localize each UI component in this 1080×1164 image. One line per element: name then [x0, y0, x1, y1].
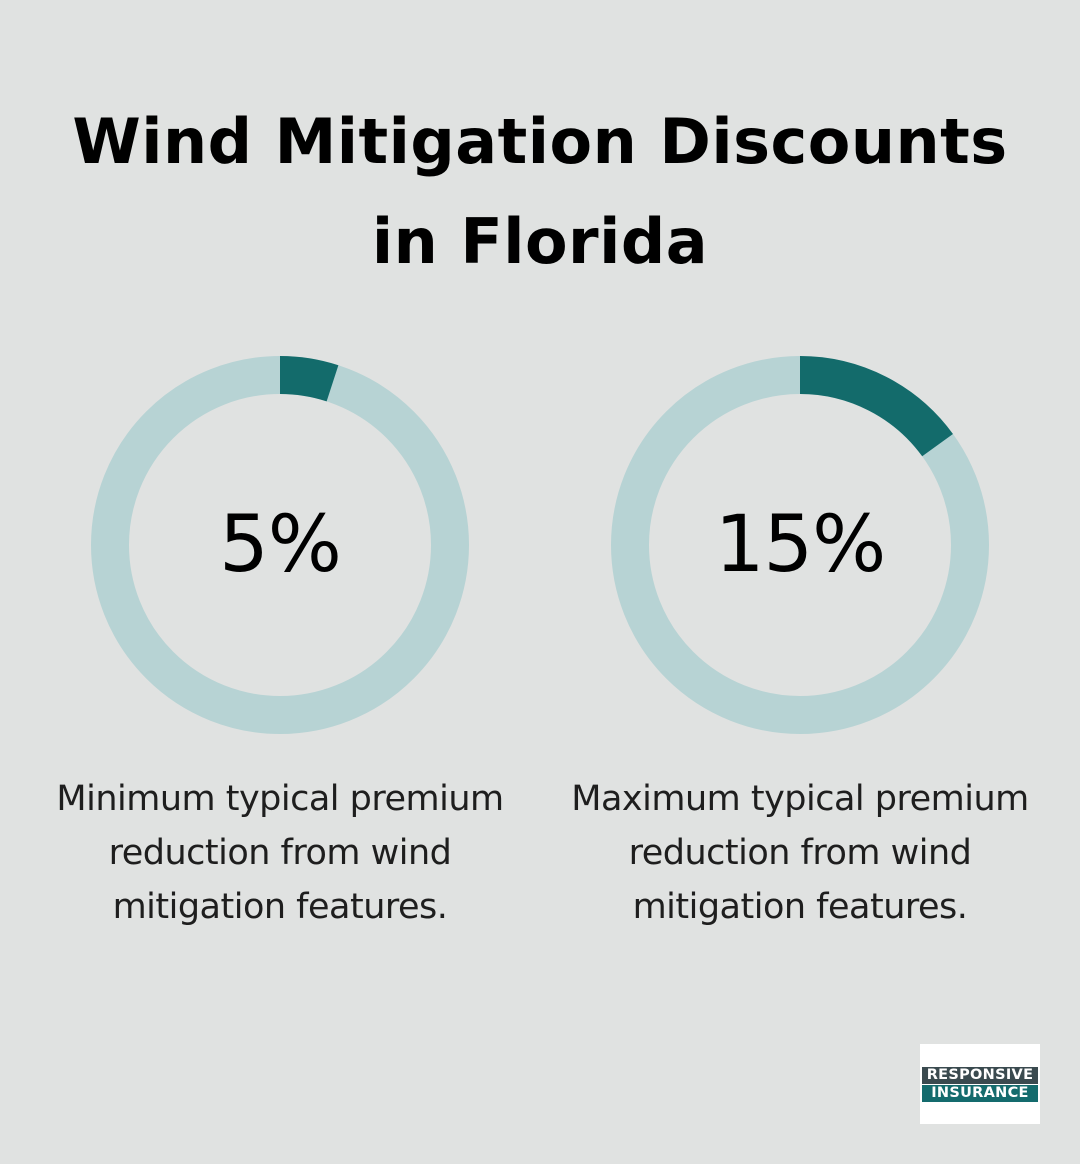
ring-progress: [91, 356, 469, 734]
title-line-1: Wind Mitigation Discounts: [72, 105, 1008, 178]
stat-value: 5%: [219, 500, 342, 590]
responsive-insurance-logo: RESPONSIVE INSURANCE: [920, 1044, 1040, 1124]
page-title: Wind Mitigation Discounts in Florida: [0, 92, 1080, 292]
title-line-2: in Florida: [371, 205, 709, 278]
logo-text-line-1: RESPONSIVE: [922, 1067, 1038, 1084]
donut-ring-maximum: [611, 356, 989, 734]
ring-progress: [611, 356, 989, 734]
stat-maximum: 15%: [610, 355, 990, 735]
stat-minimum: 5%: [90, 355, 470, 735]
stat-value: 15%: [714, 500, 886, 590]
stat-description-maximum: Maximum typical premium reduction from w…: [571, 779, 1029, 927]
donut-ring-minimum: [91, 356, 469, 734]
stat-description-minimum: Minimum typical premium reduction from w…: [56, 779, 504, 927]
logo-text-line-2: INSURANCE: [922, 1085, 1038, 1102]
